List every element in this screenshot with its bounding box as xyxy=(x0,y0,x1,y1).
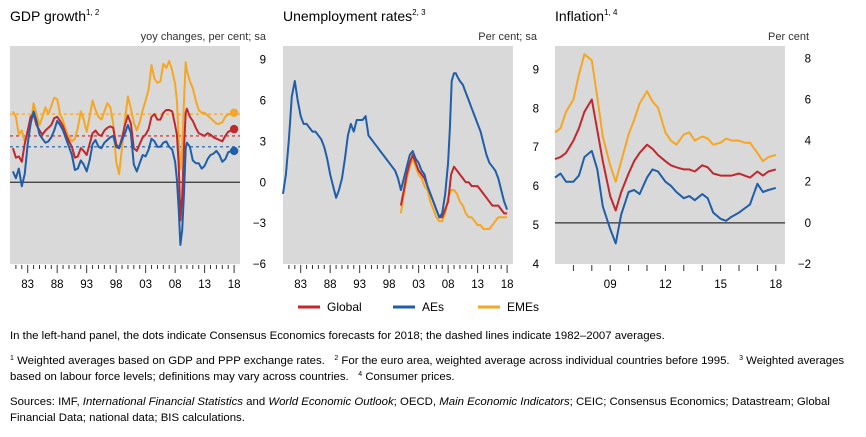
x-tick-label: 09 xyxy=(604,279,617,291)
footnote-block: 1 Weighted averages based on GDP and PPP… xyxy=(10,353,860,385)
x-tick-label: 93 xyxy=(80,279,93,291)
y-tick-label: 5 xyxy=(533,220,539,232)
y-tick-label: 9 xyxy=(260,55,266,67)
y-tick-label: 9 xyxy=(533,64,539,76)
panel-title: GDP growth1, 2 xyxy=(10,8,100,24)
x-tick-label: 08 xyxy=(442,279,455,291)
x-tick-label: 88 xyxy=(324,279,337,291)
footnote-mark: 4 xyxy=(358,371,363,378)
legend-label-global: Global xyxy=(327,300,362,314)
footnote-1: Weighted averages based on GDP and PPP e… xyxy=(17,355,325,367)
series-line-aes xyxy=(11,110,235,246)
x-tick-label: 03 xyxy=(412,279,425,291)
x-tick-label: 98 xyxy=(383,279,396,291)
forecast-dot-global xyxy=(229,124,239,134)
footnote-2: For the euro area, weighted average acro… xyxy=(341,355,730,367)
y-tick-label: 2 xyxy=(805,177,811,189)
y-tick-label: 0 xyxy=(260,177,266,189)
x-tick-label: 98 xyxy=(110,279,123,291)
panel-gdp-growth: GDP growth1, 2 yoy changes, per cent; sa… xyxy=(10,8,267,291)
unit-label: Per cent xyxy=(768,31,809,43)
unit-label: Per cent; sa xyxy=(478,31,538,43)
y-tick-label: −2 xyxy=(798,259,811,271)
y-tick-label: 8 xyxy=(533,103,539,115)
legend-label-aes: AEs xyxy=(422,300,444,314)
y-tick-label: −6 xyxy=(253,259,266,271)
legend: Global AEs EMEs xyxy=(298,300,539,314)
y-tick-label: 6 xyxy=(260,96,266,108)
y-tick-label: 4 xyxy=(533,259,540,271)
chart-figure: GDP growth1, 2 yoy changes, per cent; sa… xyxy=(10,8,812,314)
panel-title: Unemployment rates2, 3 xyxy=(283,8,426,24)
x-tick-label: 15 xyxy=(714,279,727,291)
y-tick-label: 6 xyxy=(533,181,539,193)
panel-inflation: Inflation1, 4 Per cent −2 0 2 4 6 8 09 12 15 18 xyxy=(554,8,812,291)
x-tick-label: 08 xyxy=(169,279,182,291)
footnote-mark: 3 xyxy=(739,355,743,362)
forecast-dot-aes xyxy=(229,146,239,156)
y-tick-label: 8 xyxy=(805,53,811,65)
plot-area xyxy=(555,46,785,264)
legend-label-emes: EMEs xyxy=(507,300,539,314)
x-tick-label: 13 xyxy=(198,279,211,291)
panel-title: Inflation1, 4 xyxy=(555,8,618,24)
series-line-aes xyxy=(282,72,509,219)
x-tick-label: 18 xyxy=(228,279,241,291)
plot-area xyxy=(10,46,240,264)
series-line-global xyxy=(11,107,235,222)
y-tick-label: 7 xyxy=(533,142,539,154)
x-tick-label: 18 xyxy=(501,279,514,291)
y-tick-label: −3 xyxy=(253,218,266,230)
y-tick-label: 3 xyxy=(260,136,266,148)
series-line-emes xyxy=(12,60,235,176)
x-tick-label: 18 xyxy=(769,279,782,291)
footnotes: In the left-hand panel, the dots indicat… xyxy=(10,328,860,426)
y-tick-label: 0 xyxy=(805,218,811,230)
y-tick-label: 6 xyxy=(805,94,811,106)
footnote-4: Consumer prices. xyxy=(365,371,455,383)
x-tick-label: 83 xyxy=(294,279,307,291)
panel-note: In the left-hand panel, the dots indicat… xyxy=(10,330,665,342)
footnote-mark: 2 xyxy=(334,355,339,362)
x-tick-label: 93 xyxy=(353,279,366,291)
footnote-3: Weighted averages based on labour force … xyxy=(10,355,845,383)
series-line-global xyxy=(554,98,777,212)
x-tick-label: 83 xyxy=(21,279,34,291)
unit-label: yoy changes, per cent; sa xyxy=(141,31,267,43)
x-tick-label: 03 xyxy=(139,279,152,291)
sources: Sources: IMF, International Financial St… xyxy=(10,396,830,424)
series-line-emes xyxy=(554,53,777,183)
plot-area xyxy=(283,46,513,264)
footnote-mark: 1 xyxy=(10,355,14,362)
x-tick-label: 88 xyxy=(51,279,64,291)
x-tick-label: 12 xyxy=(659,279,672,291)
series-line-global xyxy=(399,154,508,219)
y-tick-label: 4 xyxy=(805,136,812,148)
series-line-aes xyxy=(554,149,777,245)
panel-unemployment-rates: Unemployment rates2, 3 Per cent; sa 4 5 6 7… xyxy=(282,8,540,291)
series-line-emes xyxy=(399,157,508,230)
x-tick-label: 13 xyxy=(471,279,484,291)
forecast-dot-emes xyxy=(229,108,239,117)
